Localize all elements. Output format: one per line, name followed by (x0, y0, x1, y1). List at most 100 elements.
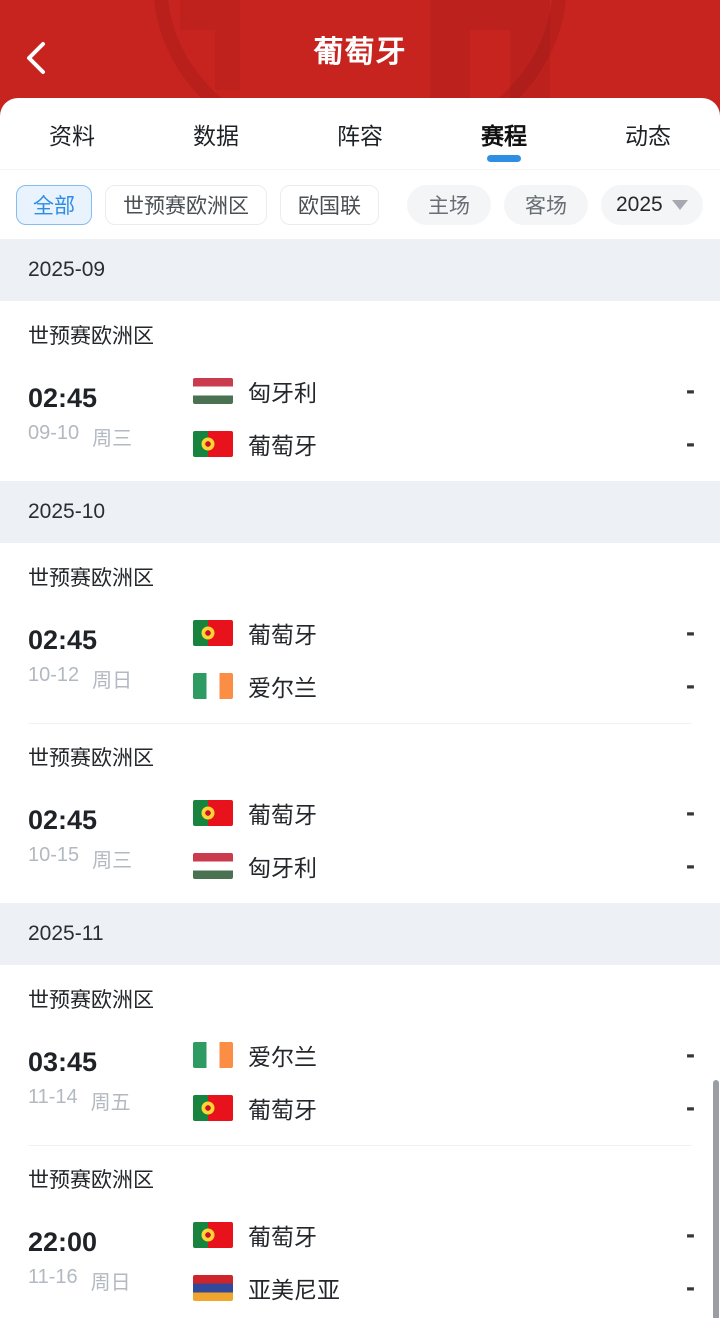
chip-label: 世预赛欧洲区 (123, 194, 249, 218)
team-row: 匈牙利 - (193, 375, 696, 406)
chip-label: 欧国联 (298, 194, 361, 218)
kickoff-date: 11-14 周五 (28, 1086, 193, 1115)
weekday-text: 周三 (92, 428, 133, 450)
date-text: 10-12 (28, 664, 80, 686)
season-dropdown[interactable]: 2025 (601, 184, 703, 225)
active-tab-underline (487, 155, 521, 162)
match-time-column: 02:45 10-15 周三 (28, 799, 193, 879)
tab-label: 数据 (193, 122, 239, 149)
ireland-flag-icon (193, 1041, 233, 1068)
month-header: 2025-10 (0, 481, 720, 543)
tab-profile[interactable]: 资料 (0, 98, 144, 169)
season-label: 2025 (616, 192, 663, 216)
team-name: 爱尔兰 (248, 674, 317, 701)
content-sheet: 资料 数据 阵容 赛程 动态 全部 世预赛欧洲区 (0, 98, 720, 1318)
month-header: 2025-09 (0, 239, 720, 301)
portugal-flag-icon (193, 799, 233, 826)
portugal-flag-icon (193, 430, 233, 457)
match-time-column: 02:45 09-10 周三 (28, 377, 193, 457)
team-row: 葡萄牙 - (193, 797, 696, 828)
caret-down-icon (671, 199, 688, 210)
month-matches: 世预赛欧洲区 02:45 10-12 周日 葡萄牙 - 爱尔兰 - (0, 543, 720, 903)
portugal-flag-icon (193, 1221, 233, 1248)
month-matches: 世预赛欧洲区 02:45 09-10 周三 匈牙利 - 葡萄牙 - (0, 301, 720, 481)
team-score: - (686, 1272, 695, 1302)
kickoff-time: 02:45 (28, 383, 98, 413)
team-name: 爱尔兰 (248, 1043, 317, 1070)
match-teams: 爱尔兰 - 葡萄牙 - (193, 1039, 696, 1123)
match-teams: 匈牙利 - 葡萄牙 - (193, 375, 696, 459)
chevron-left-icon (27, 42, 45, 74)
match-card[interactable]: 世预赛欧洲区 22:00 11-16 周日 葡萄牙 - 亚美尼亚 - (0, 1145, 720, 1318)
schedule-list: 2025-09 世预赛欧洲区 02:45 09-10 周三 匈牙利 - 葡 (0, 239, 720, 1318)
team-row: 葡萄牙 - (193, 617, 696, 648)
filter-bar: 全部 世预赛欧洲区 欧国联 主场 客场 2025 (0, 170, 720, 239)
date-text: 10-15 (28, 844, 80, 866)
kickoff-time: 03:45 (28, 1047, 98, 1077)
ireland-flag-icon (193, 672, 233, 699)
team-name: 葡萄牙 (248, 621, 317, 648)
match-card[interactable]: 世预赛欧洲区 02:45 09-10 周三 匈牙利 - 葡萄牙 - (0, 301, 720, 481)
competition-label: 世预赛欧洲区 (28, 989, 154, 1012)
schedule-section: 2025-11 世预赛欧洲区 03:45 11-14 周五 爱尔兰 - 葡 (0, 903, 720, 1318)
tab-label: 资料 (49, 122, 95, 149)
match-time-column: 03:45 11-14 周五 (28, 1041, 193, 1121)
filter-chip-home[interactable]: 主场 (407, 184, 491, 225)
kickoff-date: 09-10 周三 (28, 422, 193, 451)
back-button[interactable] (14, 34, 58, 82)
match-teams: 葡萄牙 - 匈牙利 - (193, 797, 696, 881)
portugal-flag-icon (193, 1094, 233, 1121)
filter-chip-nations-league[interactable]: 欧国联 (280, 184, 379, 225)
team-score: - (686, 670, 695, 700)
kickoff-date: 11-16 周日 (28, 1266, 193, 1295)
match-time-column: 02:45 10-12 周日 (28, 619, 193, 699)
scrollbar-thumb[interactable] (713, 1080, 719, 1318)
match-body: 02:45 10-15 周三 葡萄牙 - 匈牙利 - (28, 797, 696, 881)
chip-label: 客场 (525, 194, 567, 218)
date-text: 11-16 (28, 1266, 78, 1288)
date-text: 09-10 (28, 422, 80, 444)
match-body: 22:00 11-16 周日 葡萄牙 - 亚美尼亚 - (28, 1221, 696, 1303)
filter-chip-all[interactable]: 全部 (16, 184, 92, 225)
kickoff-date: 10-15 周三 (28, 844, 193, 873)
team-score: - (686, 375, 695, 405)
team-name: 葡萄牙 (248, 1223, 317, 1250)
weekday-text: 周三 (92, 850, 133, 872)
team-row: 葡萄牙 - (193, 1094, 696, 1123)
tab-news[interactable]: 动态 (576, 98, 720, 169)
tab-stats[interactable]: 数据 (144, 98, 288, 169)
header-bar: 葡萄牙 (0, 0, 720, 98)
kickoff-time: 02:45 (28, 625, 98, 655)
month-matches: 世预赛欧洲区 03:45 11-14 周五 爱尔兰 - 葡萄牙 - (0, 965, 720, 1318)
team-row: 亚美尼亚 - (193, 1272, 696, 1303)
team-name: 亚美尼亚 (248, 1276, 340, 1303)
team-score: - (686, 797, 695, 827)
match-card[interactable]: 世预赛欧洲区 03:45 11-14 周五 爱尔兰 - 葡萄牙 - (0, 965, 720, 1145)
schedule-section: 2025-10 世预赛欧洲区 02:45 10-12 周日 葡萄牙 - 爱 (0, 481, 720, 903)
match-teams: 葡萄牙 - 亚美尼亚 - (193, 1221, 696, 1303)
team-name: 葡萄牙 (248, 1096, 317, 1123)
match-card[interactable]: 世预赛欧洲区 02:45 10-15 周三 葡萄牙 - 匈牙利 - (0, 723, 720, 903)
team-score: - (686, 428, 695, 458)
team-row: 葡萄牙 - (193, 428, 696, 459)
hungary-flag-icon (193, 377, 233, 404)
hungary-flag-icon (193, 852, 233, 879)
filter-chip-wc-qualifiers[interactable]: 世预赛欧洲区 (105, 184, 267, 225)
team-row: 爱尔兰 - (193, 670, 696, 701)
armenia-flag-icon (193, 1274, 233, 1301)
team-score: - (686, 850, 695, 880)
weekday-text: 周日 (92, 670, 133, 692)
tab-schedule[interactable]: 赛程 (432, 98, 576, 169)
tab-squad[interactable]: 阵容 (288, 98, 432, 169)
match-card[interactable]: 世预赛欧洲区 02:45 10-12 周日 葡萄牙 - 爱尔兰 - (0, 543, 720, 723)
team-name: 葡萄牙 (248, 801, 317, 828)
team-name: 匈牙利 (248, 379, 317, 406)
schedule-section: 2025-09 世预赛欧洲区 02:45 09-10 周三 匈牙利 - 葡 (0, 239, 720, 481)
team-score: - (686, 617, 695, 647)
chip-label: 全部 (33, 194, 75, 218)
team-score: - (686, 1039, 695, 1069)
filter-chip-away[interactable]: 客场 (504, 184, 588, 225)
competition-label: 世预赛欧洲区 (28, 325, 154, 348)
month-header: 2025-11 (0, 903, 720, 965)
